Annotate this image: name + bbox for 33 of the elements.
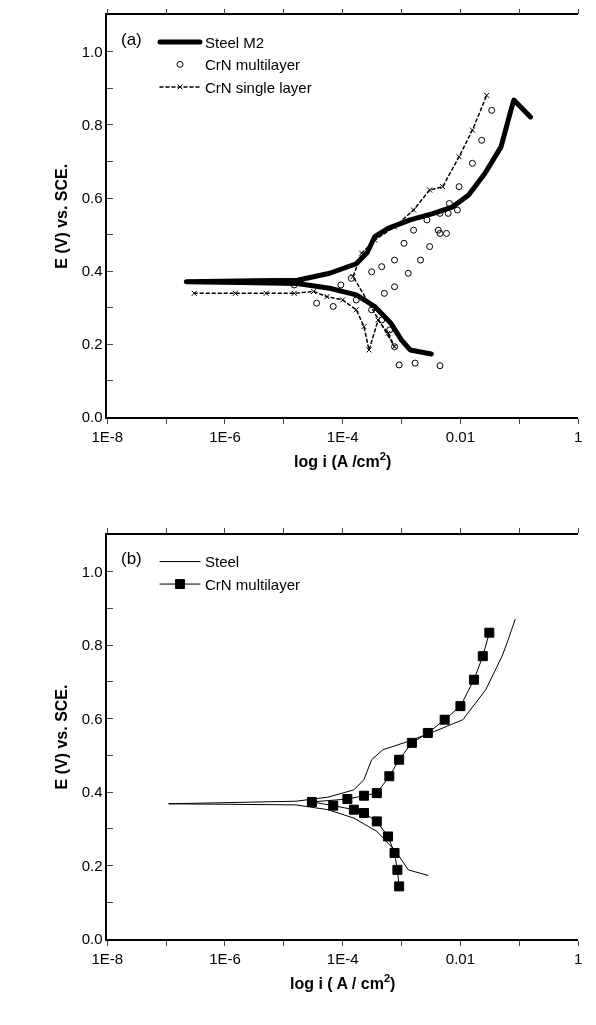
annotation: (a) xyxy=(121,30,142,49)
y-axis-title: E (V) vs. SCE. xyxy=(53,684,71,790)
y-tick-label: 0.6 xyxy=(81,189,103,207)
legend-label: CrN single layer xyxy=(204,78,312,96)
legend-label: Steel M2 xyxy=(204,33,265,51)
x-tick-label: 1E-4 xyxy=(326,427,359,445)
y-axis-title: E (V) vs. SCE. xyxy=(53,163,71,269)
y-tick-label: 0.2 xyxy=(81,335,103,353)
y-tick-label: 0.4 xyxy=(81,262,103,280)
y-tick-label: 0.4 xyxy=(81,783,103,801)
y-tick-label: 1.0 xyxy=(81,563,103,581)
legend-label: CrN multilayer xyxy=(204,56,300,74)
x-tick-label: 1E-4 xyxy=(326,949,359,967)
x-tick-label: 1 xyxy=(573,949,583,967)
x-axis-title: log i (A /cm$^{2}$) xyxy=(294,450,392,471)
x-tick-label: 1 xyxy=(573,427,583,445)
legend-label: CrN multilayer xyxy=(204,575,300,593)
y-tick-label: 1.0 xyxy=(81,43,103,61)
x-tick-label: 1E-6 xyxy=(209,427,241,445)
x-tick-label: 1E-6 xyxy=(209,949,241,967)
x-tick-label: 0.01 xyxy=(445,427,476,445)
y-tick-label: 0.8 xyxy=(81,636,103,654)
y-tick-label: 0.2 xyxy=(81,856,103,874)
annotation: (b) xyxy=(121,549,142,568)
x-tick-label: 0.01 xyxy=(445,949,476,967)
legend-label: Steel xyxy=(204,553,240,571)
x-tick-label: 1E-8 xyxy=(91,427,124,445)
y-tick-label: 0.0 xyxy=(81,930,103,948)
y-tick-label: 0.6 xyxy=(81,709,103,727)
x-tick-label: 1E-8 xyxy=(91,949,124,967)
x-axis-title: log i ( A / cm$^{2}$) xyxy=(289,972,396,992)
y-tick-label: 0.8 xyxy=(81,116,103,134)
y-tick-label: 0.0 xyxy=(81,408,103,426)
